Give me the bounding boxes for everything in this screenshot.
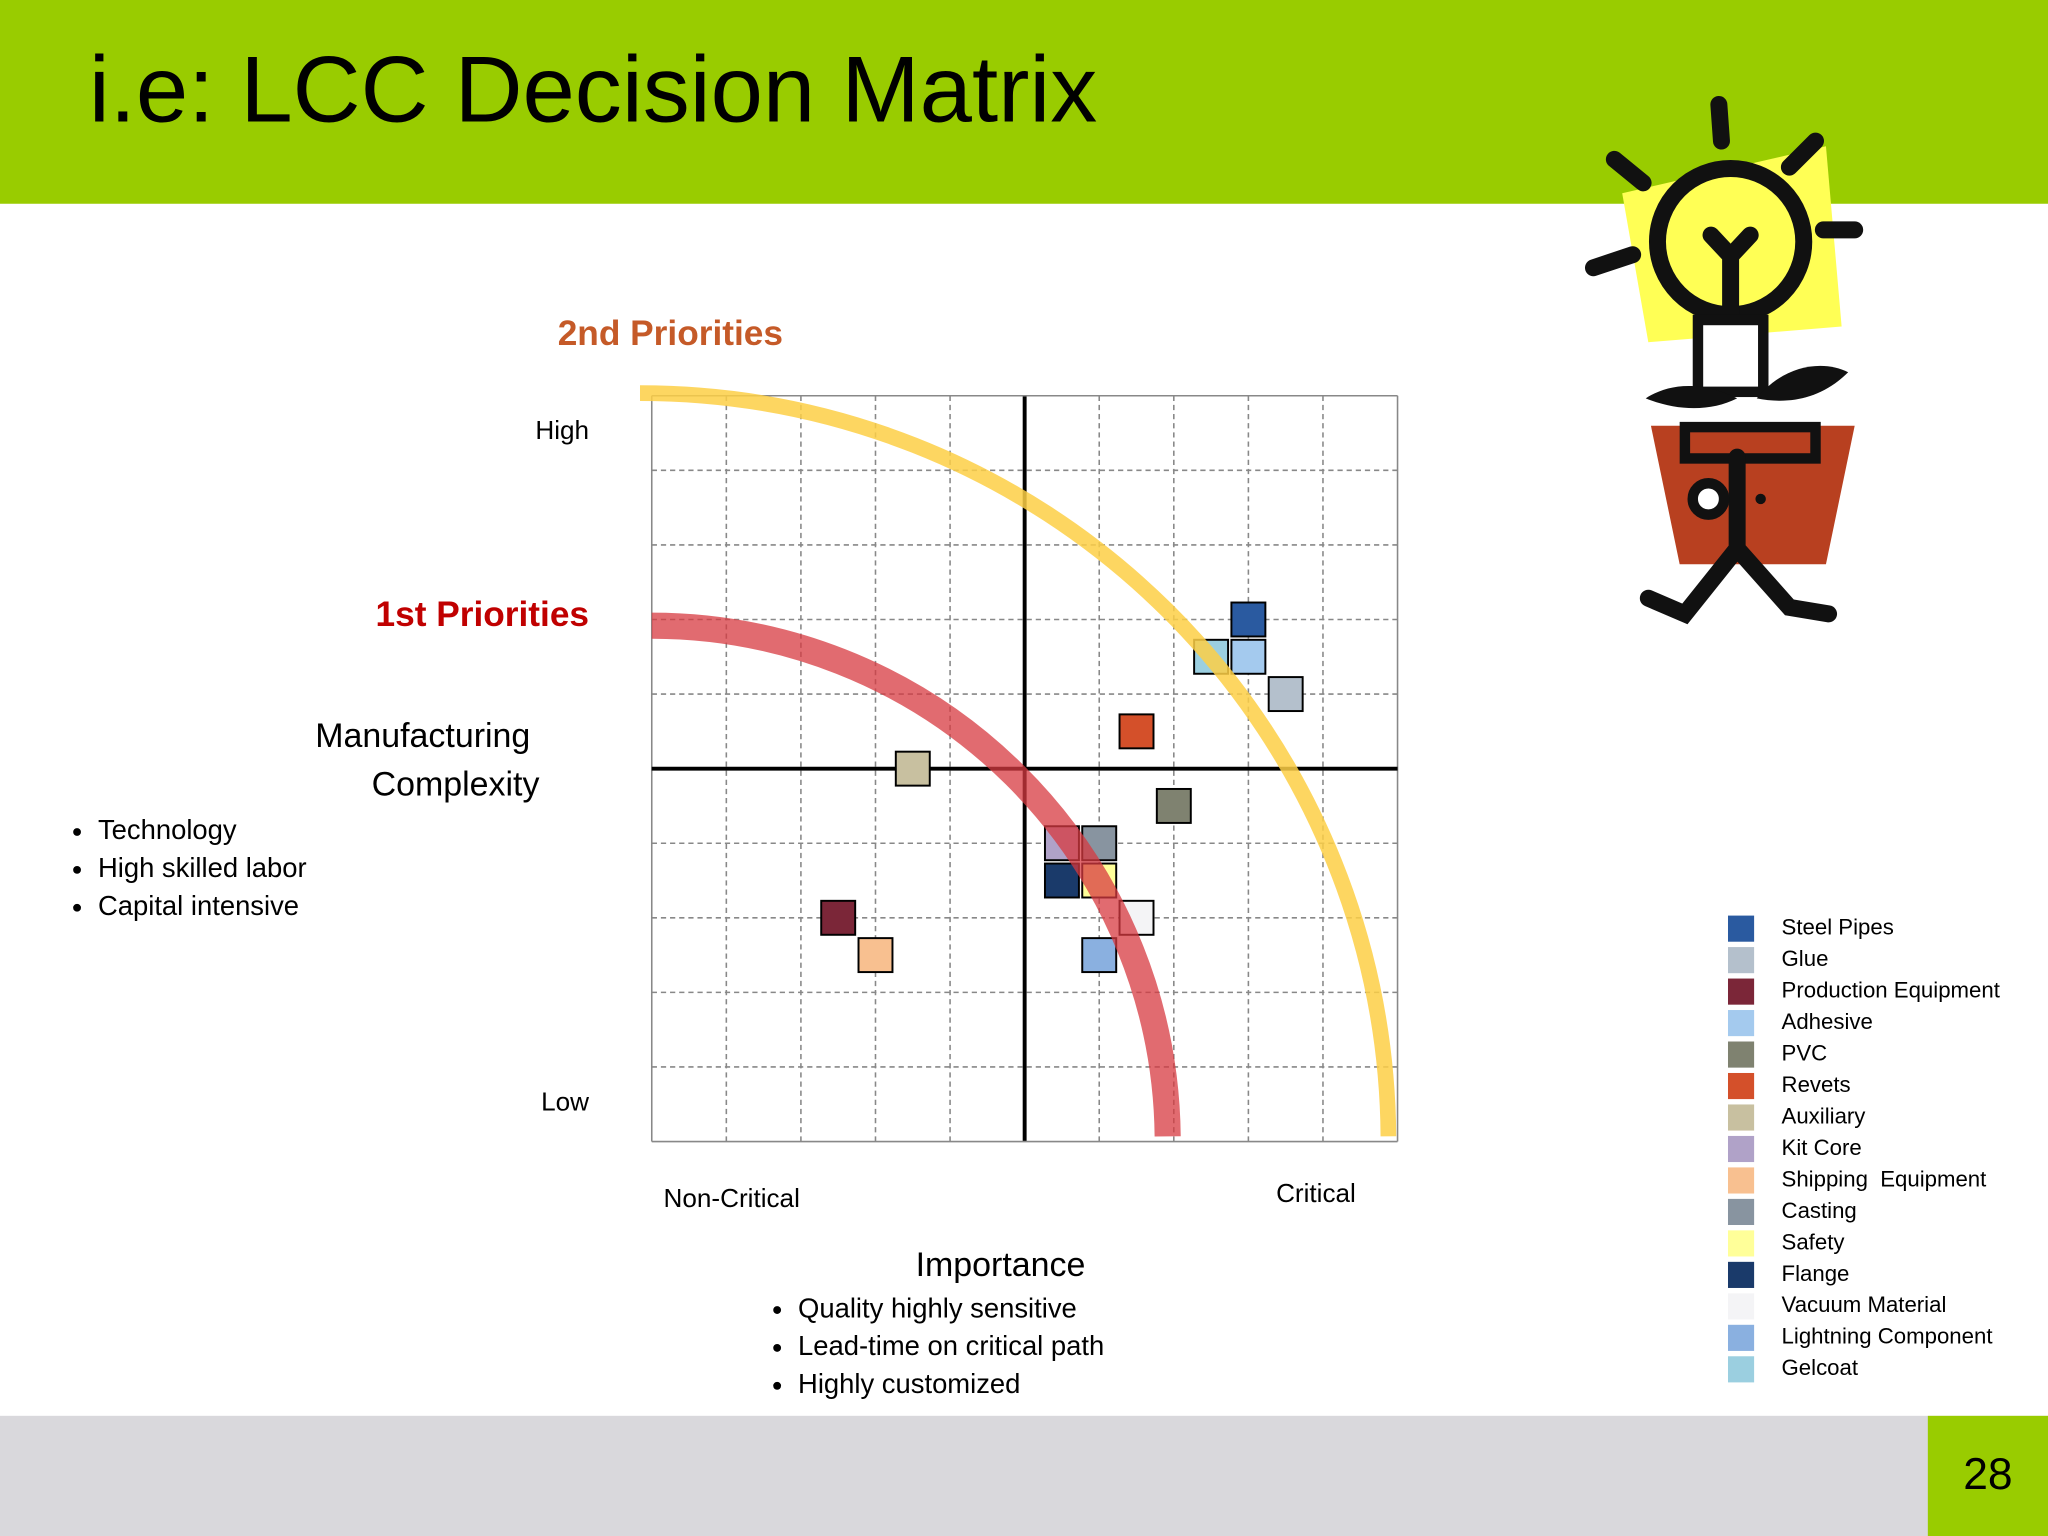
- x-axis-bullet: Lead-time on critical path: [798, 1330, 1104, 1361]
- legend-swatch: [1727, 1230, 1755, 1257]
- second-priority-arc: [639, 385, 1397, 1137]
- legend-swatch: [1727, 1198, 1755, 1226]
- y-axis-end-label: High: [535, 415, 589, 445]
- legend-swatch: [1727, 1261, 1755, 1288]
- page-number: 28: [1963, 1450, 2012, 1499]
- bullet: [773, 1306, 782, 1314]
- x-axis-bullet: Quality highly sensitive: [798, 1292, 1077, 1323]
- legend-swatch: [1727, 1104, 1755, 1131]
- legend-swatch: [1727, 1324, 1755, 1351]
- data-square: [894, 750, 931, 787]
- data-square: [857, 937, 894, 974]
- bullet: [73, 903, 81, 912]
- lightbulb-clipart: [1584, 95, 1864, 625]
- y-axis-bullet: High skilled labor: [98, 852, 307, 883]
- legend-label: Revets: [1782, 1072, 1851, 1097]
- first-priority-arc: [651, 612, 1181, 1137]
- legend-swatch: [1727, 1010, 1755, 1037]
- page-number-box: [1927, 1415, 2048, 1536]
- legend-label: Production Equipment: [1782, 977, 2000, 1002]
- legend-swatch: [1727, 978, 1755, 1005]
- legend-label: Flange: [1782, 1261, 1850, 1286]
- x-axis-end-label: Critical: [1276, 1178, 1356, 1208]
- legend-label: Auxiliary: [1782, 1103, 1867, 1128]
- legend-label: PVC: [1782, 1040, 1828, 1065]
- legend-swatch: [1727, 1356, 1755, 1383]
- legend-swatch: [1727, 1293, 1755, 1320]
- data-square: [1118, 713, 1155, 750]
- data-square: [1043, 862, 1080, 899]
- x-axis-end-label: Non-Critical: [664, 1183, 800, 1213]
- legend-label: Adhesive: [1782, 1009, 1873, 1034]
- legend-label: Lightning Component: [1782, 1324, 1993, 1349]
- legend-label: Gelcoat: [1782, 1355, 1858, 1380]
- legend-swatch: [1727, 915, 1755, 942]
- data-square: [1230, 601, 1267, 638]
- legend-label: Shipping Equipment: [1782, 1166, 1987, 1191]
- legend-label: Safety: [1782, 1229, 1846, 1254]
- data-square: [1230, 638, 1267, 675]
- bullet: [773, 1343, 782, 1352]
- legend-swatch: [1727, 1135, 1755, 1163]
- y-axis-bullet: Technology: [98, 814, 237, 845]
- annotation: 2nd Priorities: [558, 314, 783, 353]
- footer-band: [0, 1415, 2048, 1536]
- x-axis-bullet: Highly customized: [798, 1368, 1020, 1399]
- y-axis-end-label: Low: [541, 1087, 589, 1117]
- x-axis-title: Importance: [916, 1246, 1086, 1284]
- legend-swatch: [1727, 1167, 1755, 1194]
- bullet: [773, 1381, 782, 1390]
- data-square: [1081, 937, 1118, 974]
- y-axis-title: Manufacturing: [315, 717, 530, 755]
- legend-label: Kit Core: [1782, 1135, 1862, 1160]
- legend-label: Steel Pipes: [1782, 915, 1894, 940]
- legend-label: Vacuum Material: [1782, 1292, 1947, 1317]
- data-square: [1155, 787, 1192, 824]
- legend-swatch: [1727, 1072, 1755, 1100]
- legend-label: Casting: [1782, 1198, 1857, 1223]
- legend-swatch: [1727, 947, 1755, 974]
- slide-title: i.e: LCC Decision Matrix: [89, 36, 1098, 141]
- data-square: [820, 899, 857, 936]
- legend-swatch: [1727, 1041, 1755, 1068]
- data-square: [1267, 676, 1304, 713]
- bullet: [73, 828, 81, 836]
- bullet: [73, 865, 81, 874]
- y-axis-bullet: Capital intensive: [98, 890, 299, 921]
- y-axis-title: Complexity: [372, 765, 540, 803]
- annotation: 1st Priorities: [375, 595, 589, 634]
- legend-label: Glue: [1782, 946, 1829, 971]
